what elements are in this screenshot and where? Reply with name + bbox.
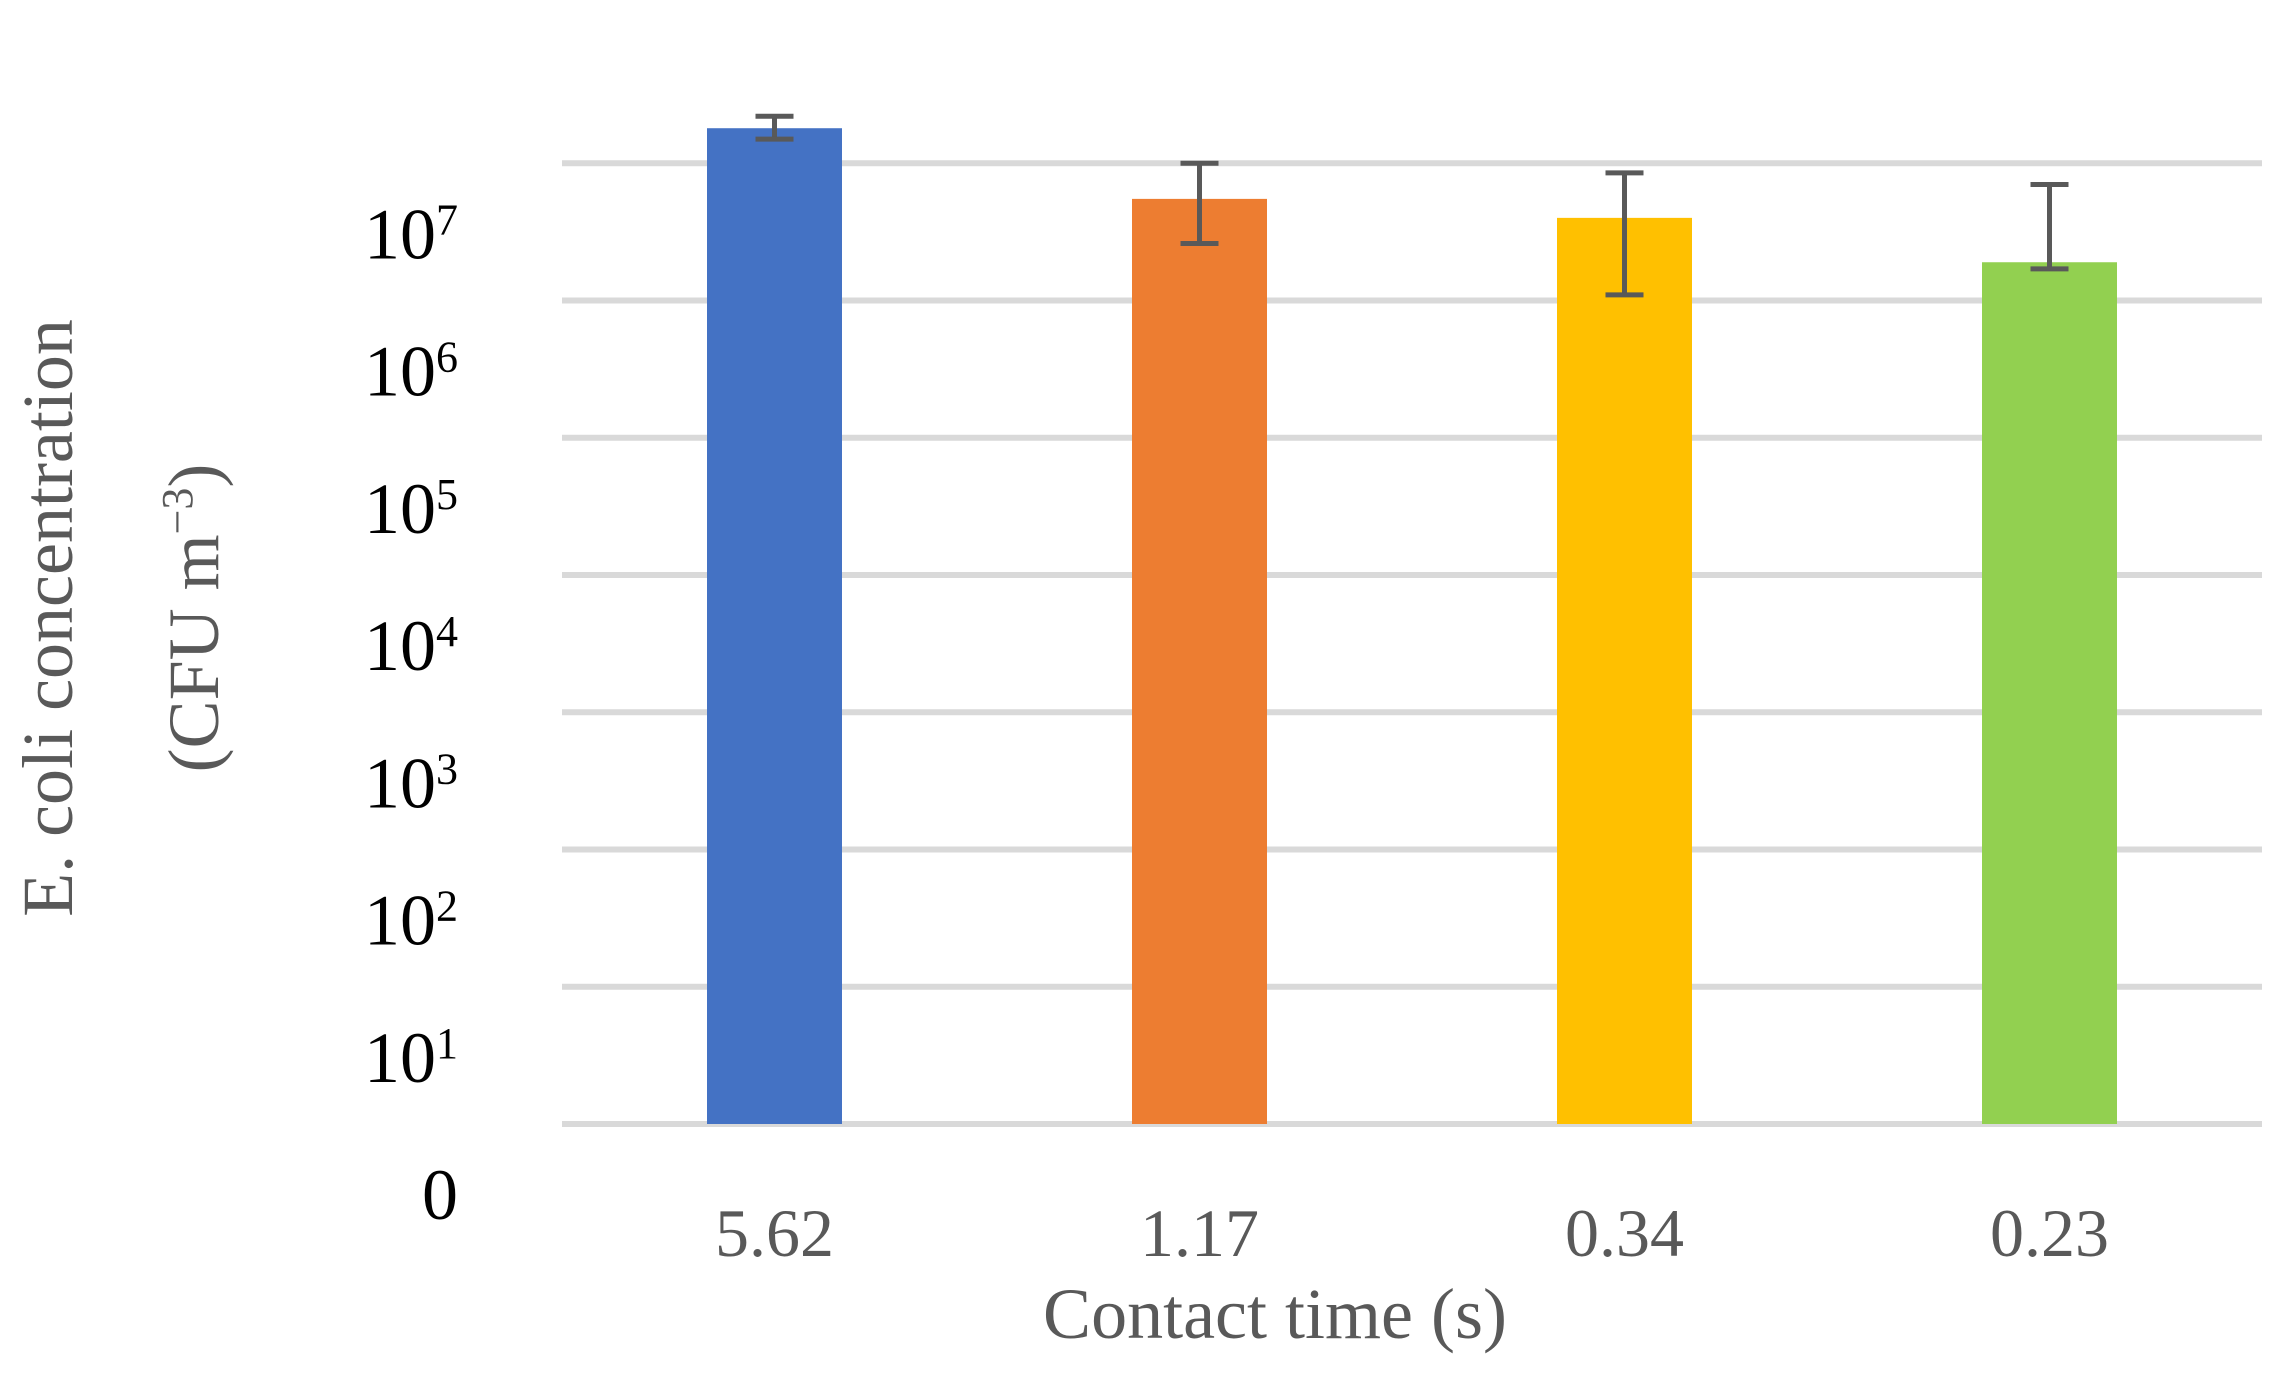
x-tick-label: 0.23 <box>1990 1195 2109 1271</box>
error-bar <box>1605 170 1644 298</box>
x-tick-label: 1.17 <box>1140 1195 1259 1271</box>
y-tick-labels: 0 101 102 103 104 105 106 107 <box>364 194 458 1235</box>
y-tick-label: 0 <box>422 1155 458 1235</box>
y-tick-label: 107 <box>364 194 458 274</box>
error-bar <box>755 113 794 142</box>
bar <box>1132 198 1267 1124</box>
bar <box>1557 217 1692 1125</box>
error-bar <box>2030 182 2069 272</box>
y-tick-label: 106 <box>364 332 458 412</box>
x-tick-labels: 5.62 1.17 0.34 0.23 <box>715 1195 2109 1271</box>
error-bars <box>755 113 2069 298</box>
y-tick-label: 102 <box>364 881 458 961</box>
x-tick-label: 0.34 <box>1565 1195 1684 1271</box>
y-tick-label: 101 <box>364 1018 458 1098</box>
error-bar <box>1180 160 1219 247</box>
bars <box>707 128 2117 1125</box>
y-tick-label: 103 <box>364 743 458 823</box>
gridlines <box>562 160 2262 1127</box>
y-axis-title: E. coli concentration (CFU m−3) <box>8 319 234 917</box>
x-tick-label: 5.62 <box>715 1195 834 1271</box>
y-axis-title-line2: (CFU m−3) <box>153 464 234 773</box>
y-axis-title-line1: E. coli concentration <box>8 319 88 917</box>
y-tick-label: 104 <box>364 606 458 686</box>
x-axis-title: Contact time (s) <box>1043 1274 1507 1354</box>
y-tick-label: 105 <box>364 469 458 549</box>
bar <box>707 128 842 1124</box>
bar <box>1982 262 2117 1124</box>
